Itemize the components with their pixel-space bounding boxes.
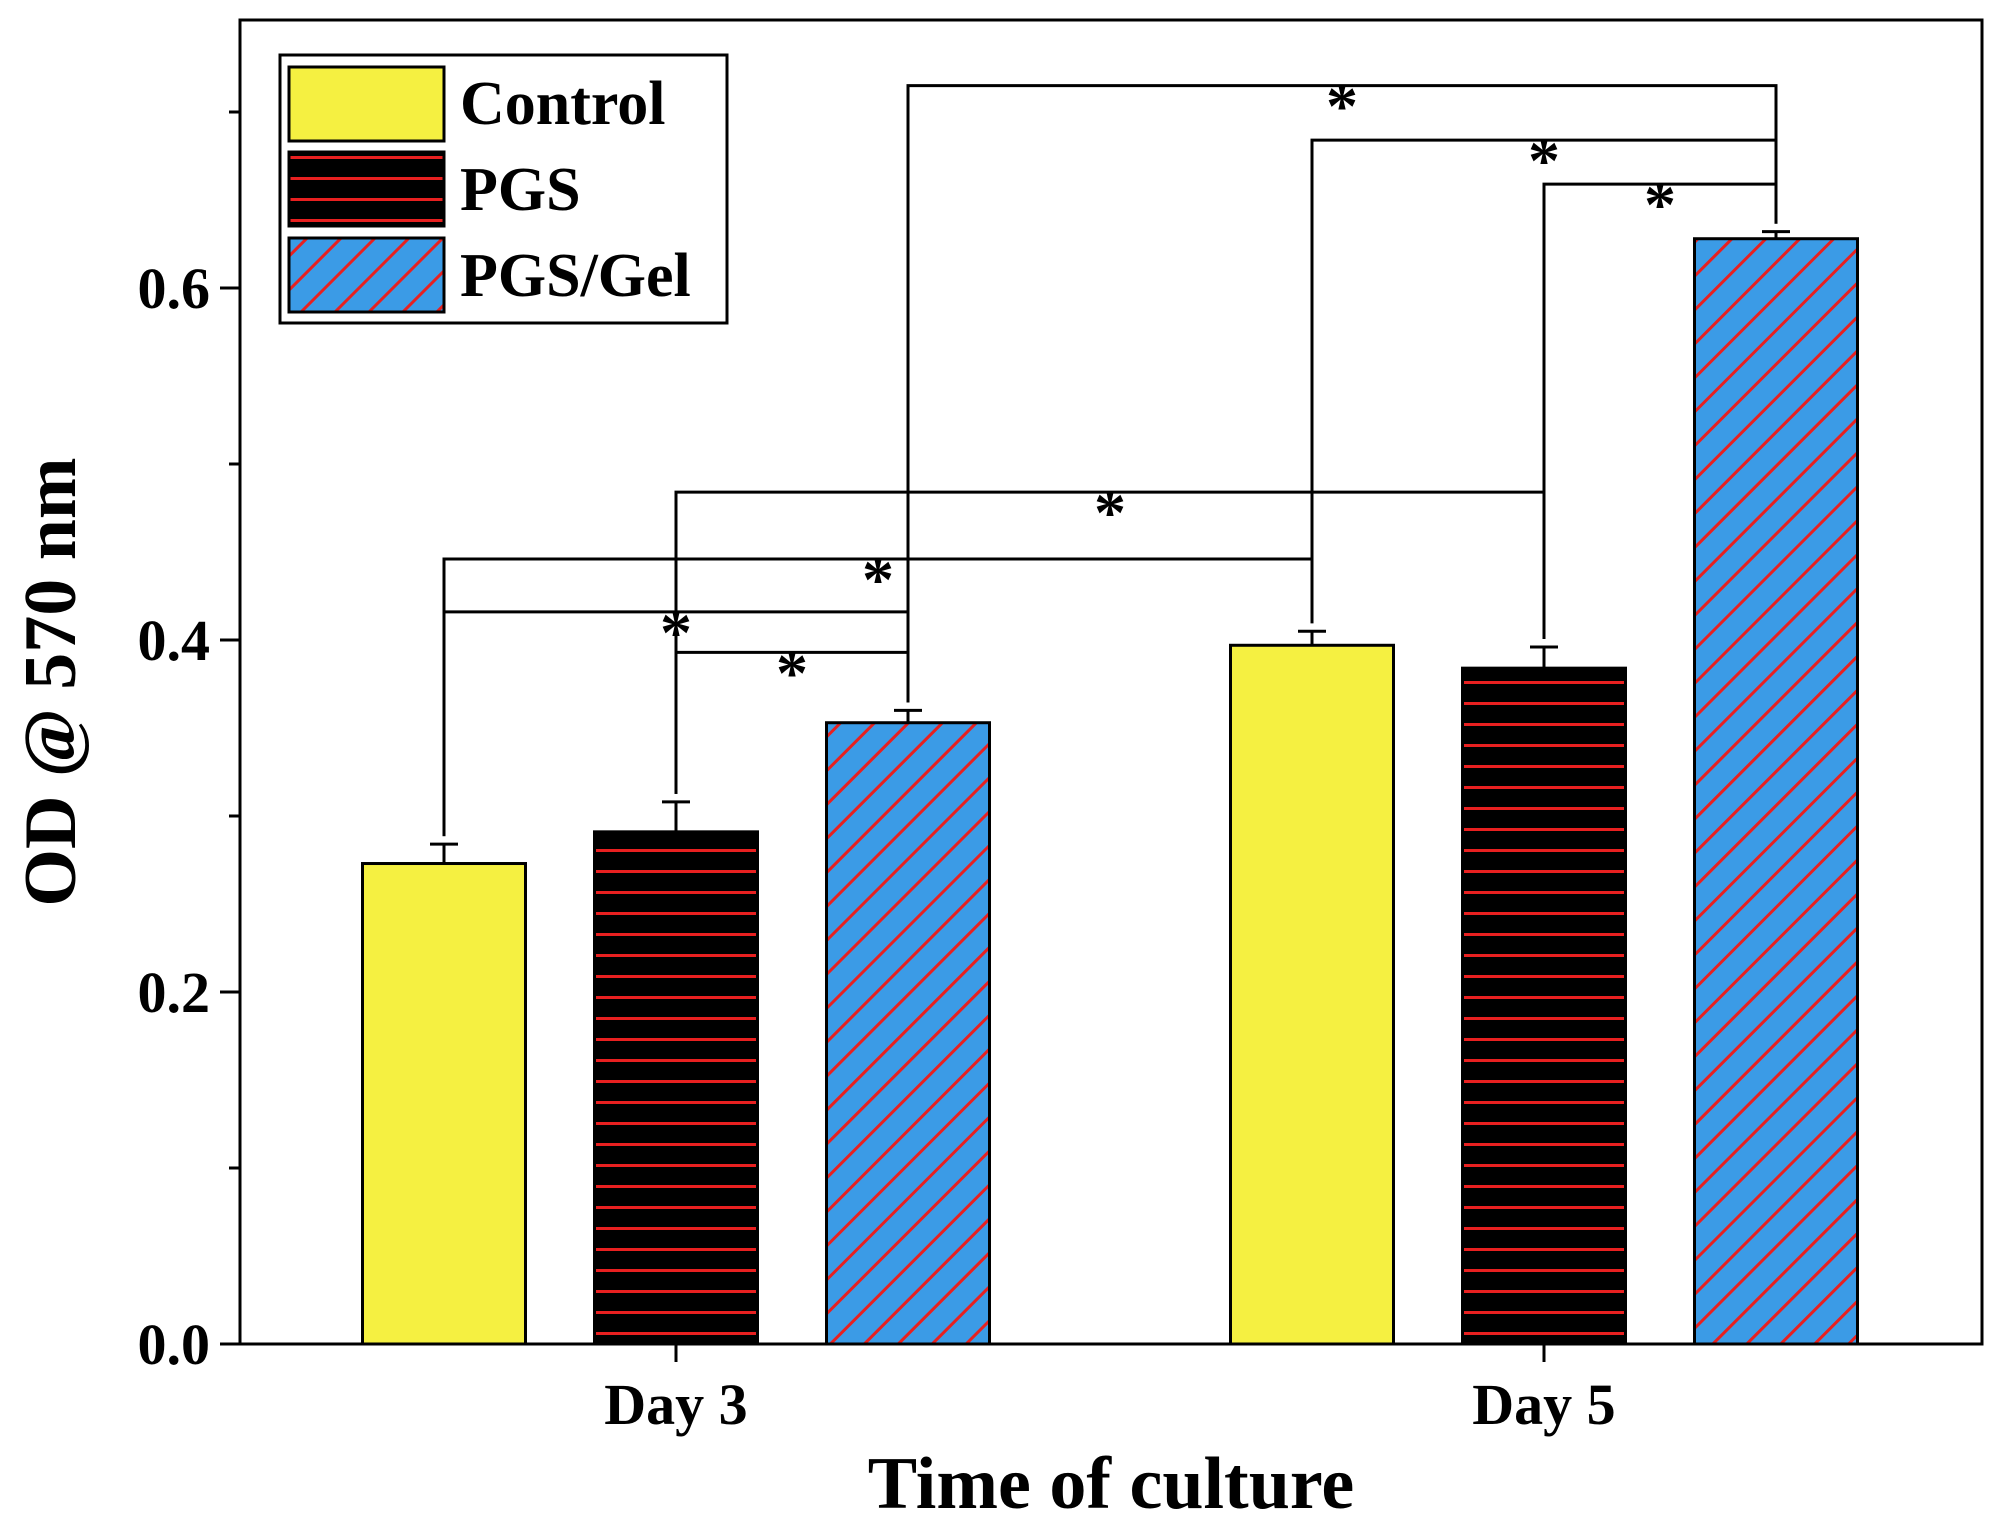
- bar-pgs-day-5: [1461, 666, 1627, 1346]
- y-axis: 0.0 0.2 0.4 0.6: [138, 110, 240, 1377]
- significance-star: *: [1644, 169, 1676, 240]
- legend: Control PGS PGS/Gel: [278, 53, 729, 325]
- legend-label-pgs: PGS: [460, 156, 581, 224]
- legend-swatch-pgs: [287, 150, 446, 228]
- significance-bracket: [906, 84, 1778, 703]
- bar-pgs-day-3: [593, 830, 759, 1346]
- bar-pgs-gel-day-5: [1693, 237, 1859, 1346]
- bars-layer: [361, 230, 1859, 1346]
- y-tick-label: 0.0: [138, 1312, 211, 1377]
- bar-control-day-3: [361, 862, 527, 1346]
- significance-star: *: [776, 637, 808, 708]
- y-tick-label: 0.4: [138, 608, 211, 673]
- legend-label-control: Control: [460, 70, 666, 138]
- significance-layer: *******: [442, 71, 1778, 837]
- x-tick-label: Day 5: [1472, 1372, 1615, 1437]
- y-tick-label: 0.2: [138, 960, 211, 1025]
- x-axis-title: Time of culture: [868, 1443, 1354, 1525]
- legend-label-pgs-gel: PGS/Gel: [460, 242, 691, 310]
- bar-pgs-gel-day-3: [825, 721, 991, 1346]
- y-axis-title: OD @ 570 nm: [10, 457, 92, 906]
- significance-star: *: [1326, 71, 1358, 142]
- bar-control-day-5: [1229, 643, 1395, 1346]
- legend-swatch-control: [287, 65, 446, 143]
- significance-star: *: [862, 544, 894, 615]
- y-tick-label: 0.6: [138, 256, 211, 321]
- legend-swatch-pgs-gel: [287, 236, 446, 314]
- x-axis: Day 3 Day 5: [604, 1344, 1616, 1437]
- significance-star: *: [1528, 125, 1560, 196]
- significance-star: *: [1094, 477, 1126, 548]
- x-tick-label: Day 3: [604, 1372, 747, 1437]
